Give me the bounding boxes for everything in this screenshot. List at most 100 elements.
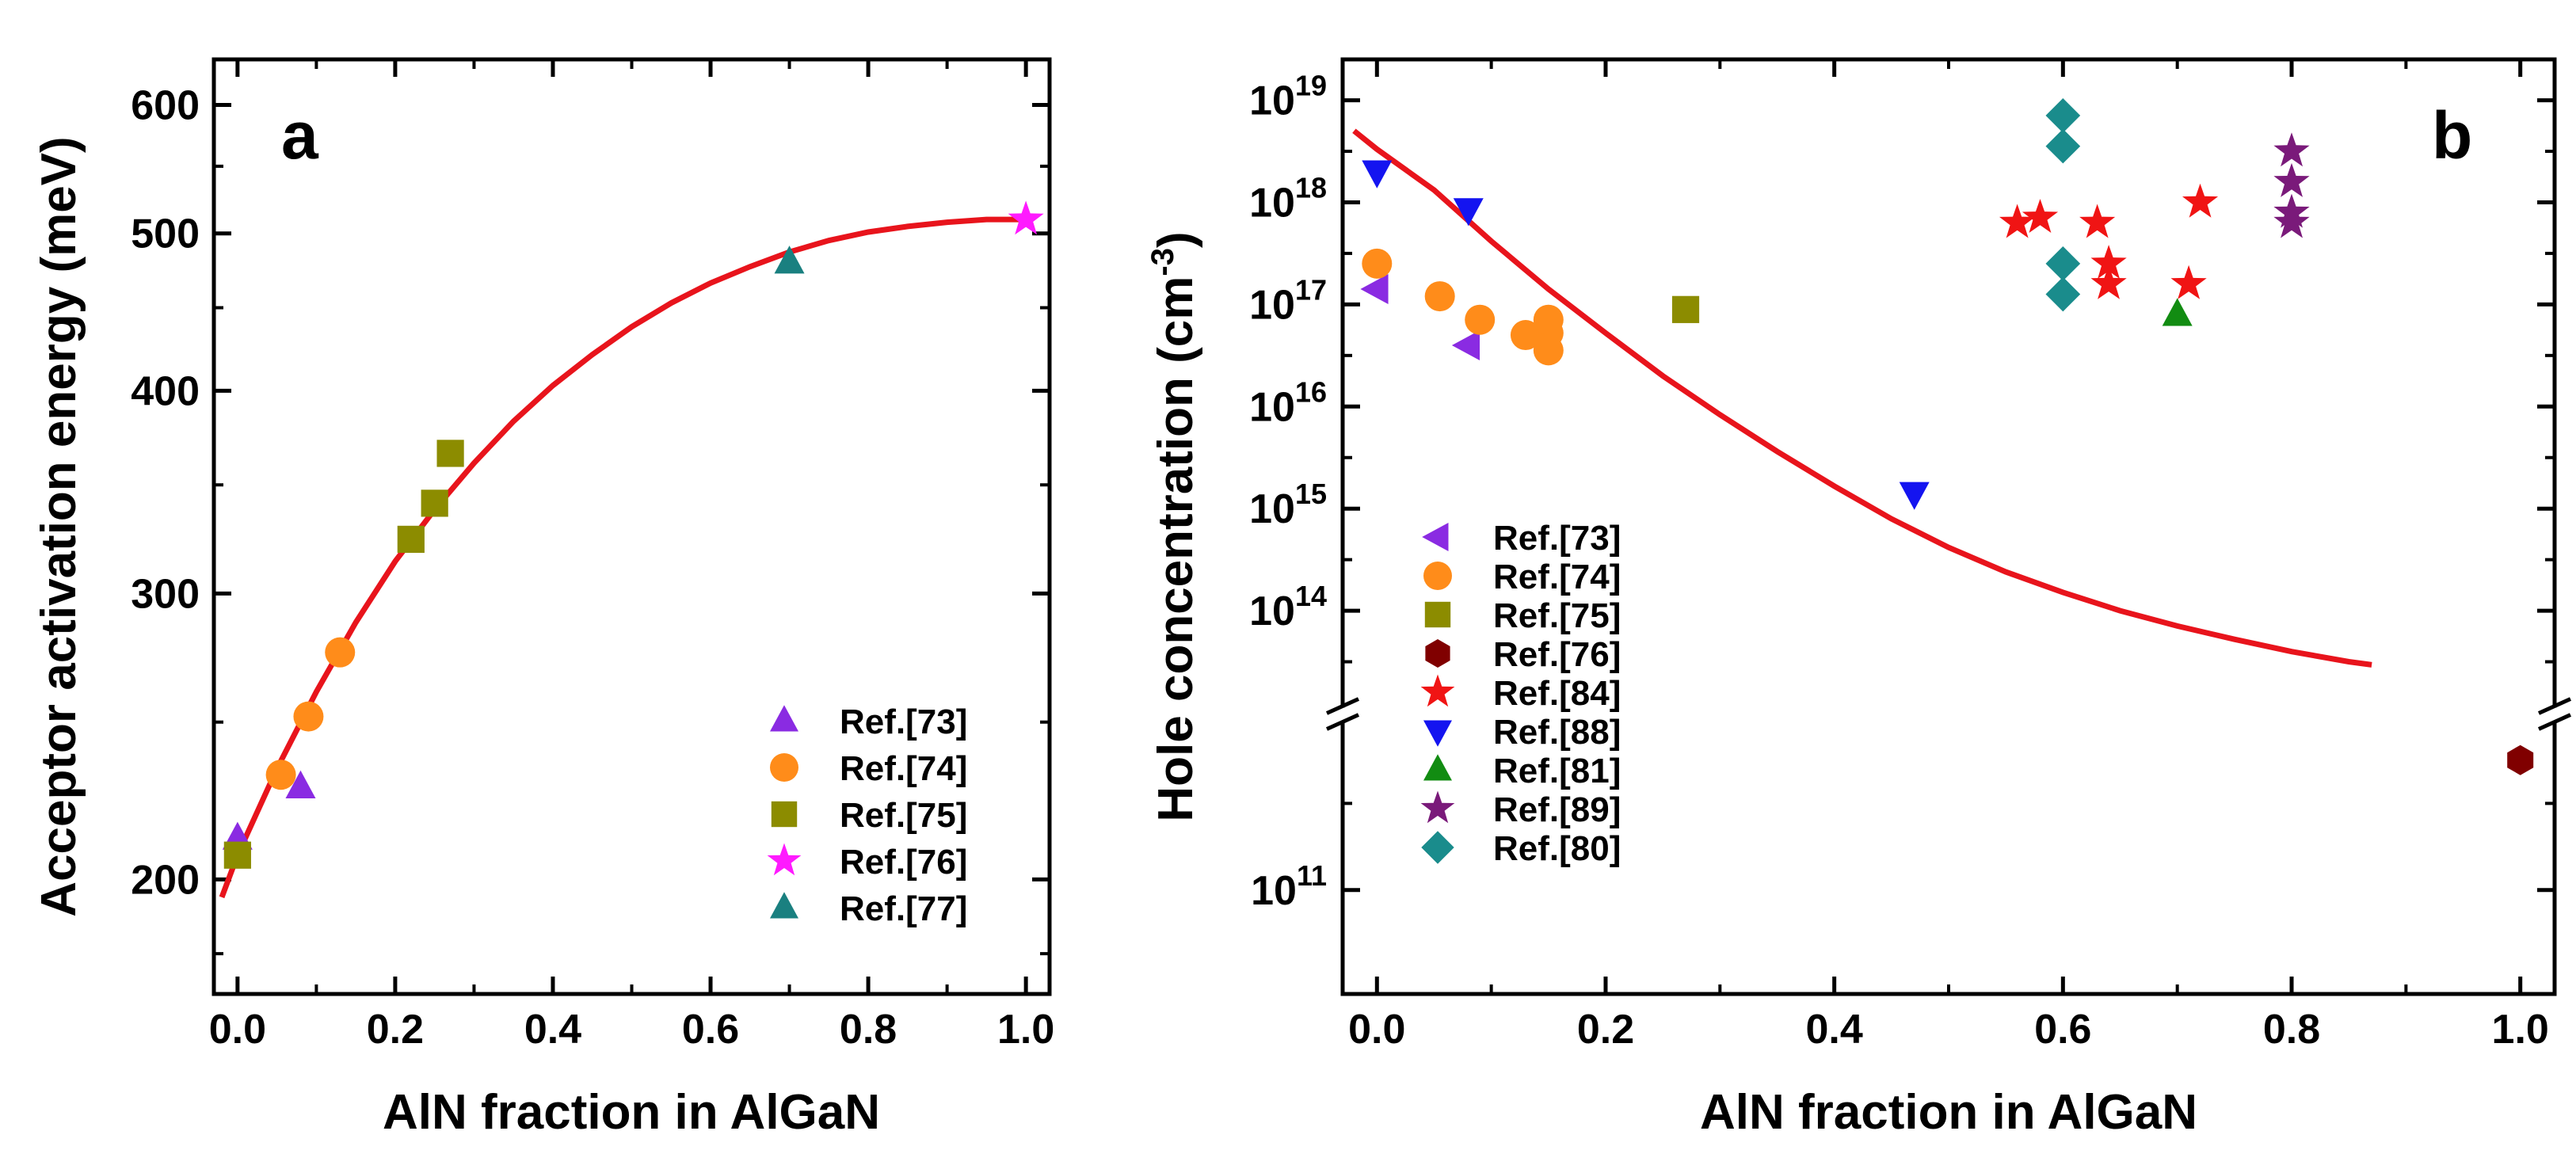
panel-b-point <box>2045 98 2081 133</box>
panel-a-x-axis-title: AlN fraction in AlGaN <box>383 1085 880 1140</box>
panel-a-legend-label: Ref.[73] <box>840 703 967 741</box>
panel-b-y-axis-title: Hole concentration (cm-3) <box>1145 231 1203 821</box>
panel-b-ticks: 0.0 0.2 0.4 0.6 0.8 1.0 1019 1018 1017 1016 1015 10… <box>1249 59 2555 1053</box>
panel-b-point <box>2079 204 2116 238</box>
panel-a-point <box>1008 200 1044 235</box>
panel-b-data-points <box>1360 98 2534 775</box>
panel-a-legend-marker <box>771 801 798 828</box>
panel-b-y-tick-label: 1019 <box>1249 70 1327 124</box>
panel-b-y-axis-title-suffix: ) <box>1149 231 1203 248</box>
panel-b-point <box>1999 204 2036 238</box>
panel-b-x-tick-label: 0.8 <box>2263 1007 2320 1053</box>
panel-a-y-axis-title: Acceptor activation energy (meV) <box>32 136 86 916</box>
panel-a-chart: 0.0 0.2 0.4 0.6 0.8 1.0 200 300 400 500 600 Ref.[7… <box>32 57 1054 1140</box>
panel-b-y-tick-label: 1017 <box>1249 273 1327 328</box>
panel-b-legend-label: Ref.[84] <box>1493 674 1621 713</box>
panel-b-legend-label: Ref.[88] <box>1493 713 1621 752</box>
panel-b-y-tick-label: 1014 <box>1249 580 1327 634</box>
panel-a-point <box>397 525 425 554</box>
panel-a-legend-marker <box>770 753 798 782</box>
panel-a-y-tick-label: 500 <box>131 211 200 257</box>
panel-a-y-tick-label: 600 <box>131 82 200 128</box>
panel-b-legend-label: Ref.[89] <box>1493 790 1621 829</box>
panel-b-x-tick-label: 0.0 <box>1348 1007 1405 1053</box>
panel-b-legend-marker <box>1422 523 1449 551</box>
panel-b-point <box>1510 320 1541 351</box>
panel-a-point <box>265 760 296 790</box>
panel-b-axis-break <box>1325 697 2572 731</box>
panel-b-point <box>1360 274 1389 305</box>
panel-a-legend-label: Ref.[75] <box>840 796 967 835</box>
panel-b-y-tick-label: 1011 <box>1251 859 1327 914</box>
panel-b-point <box>1465 304 1496 335</box>
panel-a-point <box>325 637 356 668</box>
panel-b-legend: Ref.[73]Ref.[74]Ref.[75]Ref.[76]Ref.[84]… <box>1420 519 1621 868</box>
panel-a-x-tick-label: 0.6 <box>682 1007 739 1053</box>
panel-b-x-axis-title: AlN fraction in AlGaN <box>1700 1085 2197 1140</box>
panel-a-x-tick-label: 0.8 <box>840 1007 897 1053</box>
panel-b-legend-label: Ref.[76] <box>1493 635 1621 674</box>
panel-b-point <box>2045 276 2081 312</box>
panel-a-ticks: 0.0 0.2 0.4 0.6 0.8 1.0 200 300 400 500 600 <box>131 59 1054 1053</box>
panel-a-point <box>293 701 324 732</box>
panel-b-point <box>2045 246 2081 281</box>
panel-b-point <box>2182 183 2219 218</box>
panel-a-letter: a <box>281 98 319 173</box>
panel-a-point <box>285 770 316 798</box>
panel-b-axis-break-mark <box>1325 713 1360 731</box>
panel-a-legend-label: Ref.[77] <box>840 889 967 928</box>
panel-b-point <box>2273 162 2310 197</box>
panel-b-chart: 0.0 0.2 0.4 0.6 0.8 1.0 1019 1018 1017 1016 1015 10… <box>1145 57 2572 1140</box>
panel-b-point <box>1362 160 1393 188</box>
panel-b-point <box>1671 295 1700 323</box>
panel-b-point <box>2162 298 2193 326</box>
panel-b-point <box>1453 198 1484 227</box>
panel-b-point <box>1362 248 1393 279</box>
panel-b-axis-break-mark <box>2537 713 2572 731</box>
panel-a-y-tick-label: 200 <box>131 857 200 903</box>
panel-b-legend-marker <box>1423 562 1452 590</box>
panel-a-legend-marker <box>770 892 798 919</box>
panel-a-legend-label: Ref.[76] <box>840 843 967 882</box>
panel-a-point <box>436 440 464 467</box>
panel-a-legend-label: Ref.[74] <box>840 749 967 788</box>
panel-a-point <box>223 841 251 869</box>
panel-b-point <box>1424 281 1455 312</box>
panel-b-y-axis-title-superscript: -3 <box>1145 248 1180 276</box>
panel-b-y-tick-label: 1016 <box>1249 375 1327 430</box>
panel-a-y-tick-label: 300 <box>131 571 200 617</box>
panel-b-point <box>1451 329 1480 360</box>
panel-b-point <box>2273 132 2310 167</box>
panel-b-y-tick-label: 1015 <box>1249 478 1327 532</box>
panel-b-legend-marker <box>1423 720 1452 747</box>
panel-b-x-tick-label: 0.4 <box>1806 1007 1863 1053</box>
panel-b-legend-marker <box>1420 674 1455 707</box>
panel-b-point <box>2090 245 2127 279</box>
panel-b-point <box>2022 199 2059 233</box>
panel-a-legend-marker <box>770 705 798 732</box>
panel-a-point <box>421 489 448 517</box>
panel-b-legend-label: Ref.[73] <box>1493 519 1621 558</box>
panel-b-legend-label: Ref.[75] <box>1493 596 1621 635</box>
panel-b-legend-label: Ref.[80] <box>1493 829 1621 868</box>
panel-b-legend-label: Ref.[81] <box>1493 752 1621 790</box>
panel-a-y-tick-label: 400 <box>131 368 200 414</box>
panel-b-point <box>2090 265 2127 299</box>
panel-b-point <box>2045 128 2081 164</box>
panel-b-x-tick-label: 0.2 <box>1577 1007 1634 1053</box>
panel-a-data-points <box>222 200 1044 869</box>
panel-b-axis-break-mark <box>1325 697 1360 715</box>
panel-b-fit-curve <box>1352 128 2372 668</box>
panel-b-x-tick-label: 0.6 <box>2034 1007 2091 1053</box>
panel-a-x-tick-label: 0.4 <box>524 1007 581 1053</box>
panel-b-point <box>1533 304 1564 335</box>
panel-b-x-tick-label: 1.0 <box>2492 1007 2549 1053</box>
panel-b-y-axis-title-main: Hole concentration (cm <box>1149 276 1203 822</box>
panel-a-x-tick-label: 1.0 <box>997 1007 1054 1053</box>
panel-b-fit-line <box>1352 128 2372 668</box>
panel-b-legend-marker <box>1424 601 1451 628</box>
panel-b-y-tick-label: 1018 <box>1249 171 1327 226</box>
panel-b-legend-marker <box>1420 790 1455 824</box>
panel-b-legend-marker <box>1423 754 1452 781</box>
panel-b-axis-break-mark <box>2537 697 2572 715</box>
